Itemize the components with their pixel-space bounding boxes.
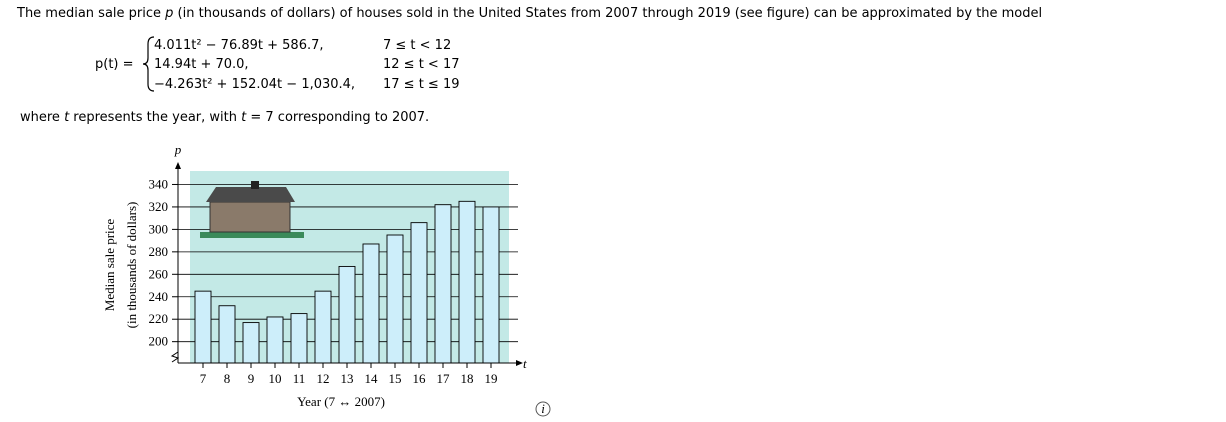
house-body: [209, 201, 291, 233]
model-lhs: p(t) =: [95, 57, 134, 72]
x-tick-label: 16: [413, 371, 427, 386]
x-tick-label: 13: [341, 371, 354, 386]
bar: [338, 265, 356, 364]
y-tick-label: 200: [149, 334, 169, 349]
outro: where t represents the year, with t = 7 …: [20, 110, 429, 125]
bar: [290, 313, 308, 364]
expression: 4.011t² − 76.89t + 586.7,: [154, 38, 324, 53]
x-axis-label: Year (7 ↔ 2007): [297, 394, 385, 409]
bar: [458, 200, 476, 364]
x-tick-label: 10: [269, 371, 282, 386]
house-roof: [206, 187, 295, 202]
info-icon-label[interactable]: i: [541, 401, 545, 416]
y-tick-label: 300: [149, 221, 169, 236]
bar: [194, 290, 212, 364]
chart: 200 220 240 260 280 300 320 340 7 8 9 10 11 12 13 14 15 1…: [102, 142, 527, 409]
expression: 14.94t + 70.0,: [154, 57, 249, 72]
condition: 17 ≤ t ≤ 19: [383, 77, 460, 92]
x-tick-label: 12: [317, 371, 330, 386]
y-tick-label: 260: [149, 266, 169, 281]
brace: [142, 36, 155, 92]
bar: [242, 322, 260, 364]
x-tick-label: 9: [248, 371, 255, 386]
y-tick-label: 220: [149, 311, 169, 326]
bar: [386, 234, 404, 364]
y-axis-arrow: [175, 162, 181, 169]
bar: [362, 243, 380, 364]
house-chimney: [251, 181, 259, 189]
axis-break: [170, 351, 180, 363]
text: where: [20, 110, 64, 125]
x-tick-label: 7: [200, 371, 207, 386]
x-tick-label: 15: [389, 371, 402, 386]
expression: −4.263t² + 152.04t − 1,030.4,: [154, 77, 355, 92]
intro: The median sale price p (in thousands of…: [16, 6, 1042, 21]
x-tick-label: 17: [437, 371, 451, 386]
y-axis-symbol: p: [174, 142, 182, 157]
bar: [482, 206, 500, 364]
y-tick-label: 340: [149, 176, 169, 191]
symbol: p: [164, 6, 173, 21]
x-tick-label: 19: [485, 371, 498, 386]
info-icon[interactable]: [535, 401, 551, 417]
x-tick-label: 14: [365, 371, 379, 386]
x-tick-label: 18: [461, 371, 474, 386]
bar: [434, 204, 452, 364]
x-tick-label: 8: [224, 371, 231, 386]
bar: [266, 316, 284, 364]
text: (in thousands of dollars) of houses sold…: [173, 6, 1042, 21]
house-lawn: [200, 232, 304, 238]
bar: [410, 222, 428, 364]
x-tick-label: 11: [293, 371, 306, 386]
text: = 7 corresponding to 2007.: [246, 110, 429, 125]
condition: 12 ≤ t < 17: [383, 57, 460, 72]
symbol: t: [241, 110, 247, 125]
text: represents the year, with: [69, 110, 241, 125]
condition: 7 ≤ t < 12: [383, 38, 451, 53]
x-axis-symbol: t: [523, 356, 527, 371]
y-tick-label: 280: [149, 244, 169, 259]
y-axis-label: (in thousands of dollars): [124, 202, 139, 329]
y-tick-label: 320: [149, 199, 169, 214]
bar: [314, 290, 332, 364]
text: The median sale price: [16, 6, 165, 21]
x-axis-arrow: [516, 360, 523, 366]
bar: [218, 305, 236, 364]
y-tick-label: 240: [149, 289, 169, 304]
y-axis-label: Median sale price: [102, 219, 117, 312]
symbol: t: [64, 110, 70, 125]
